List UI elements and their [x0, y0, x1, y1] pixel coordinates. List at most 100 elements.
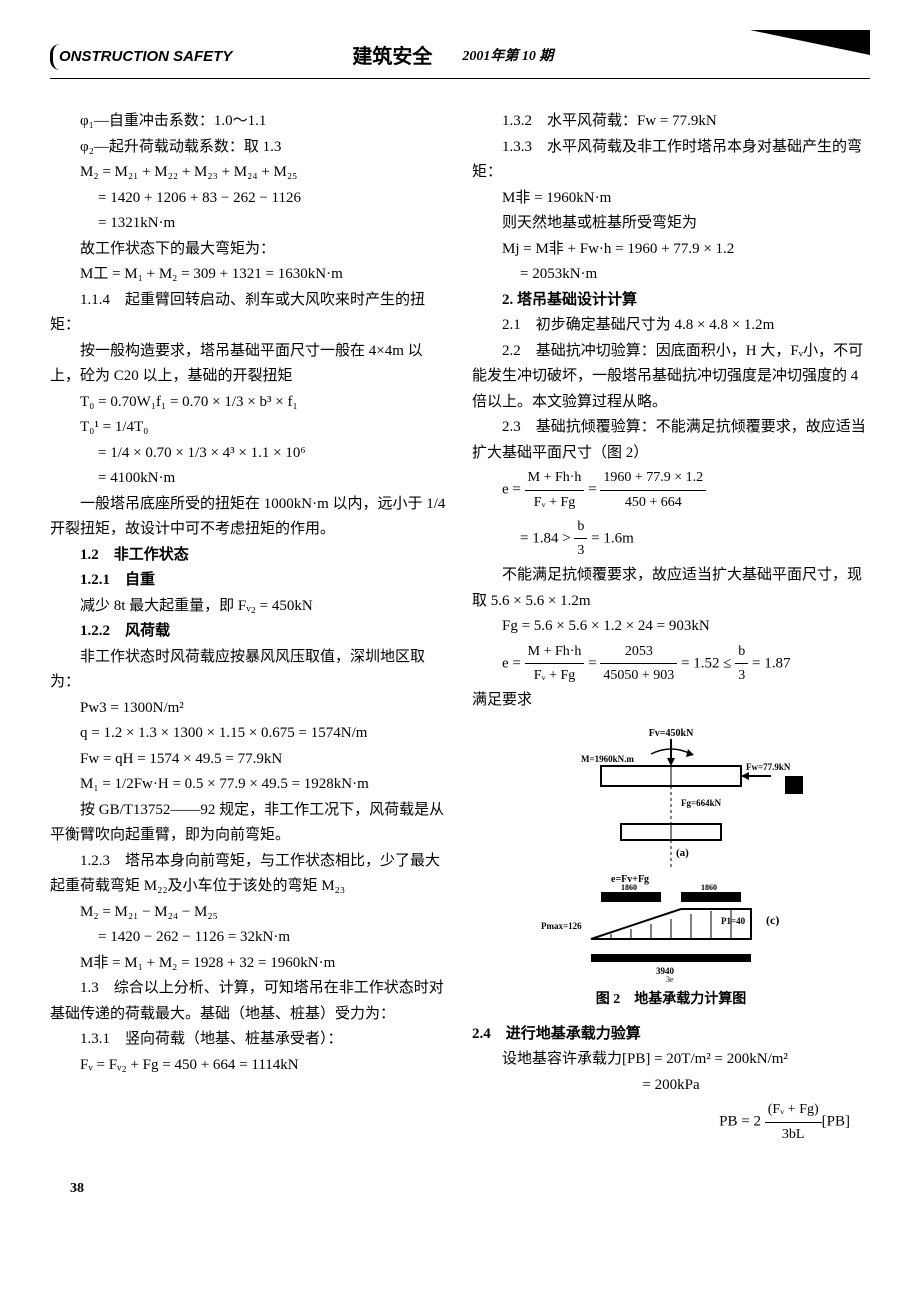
text-line: 设地基容许承载力[PB] = 20T/m² = 200kN/m²	[472, 1047, 870, 1073]
numerator: b	[735, 640, 748, 665]
fig-label: Fw=77.9kN	[746, 762, 791, 772]
fig-label: (a)	[676, 847, 689, 859]
text-line: 1.3 综合以上分析、计算，可知塔吊在非工作状态时对基础传递的荷载最大。基础（地…	[50, 976, 448, 1027]
formula: Fᵥ = Fᵥ₂ + Fg = 450 + 664 = 1114kN	[50, 1053, 448, 1079]
text-line: 减少 8t 最大起重量，即 Fᵥ₂ = 450kN	[50, 594, 448, 620]
figure-2: Fv=450kN M=1960kN.m Fw=77.9kN Fg=664kN (…	[472, 724, 870, 1012]
denominator: 450 + 664	[600, 491, 706, 515]
numerator: 2053	[600, 640, 677, 665]
eq-part: PB = 2	[719, 1114, 765, 1130]
eq-part: = 1.52 ≤	[677, 655, 735, 671]
formula: Fw = qH = 1574 × 49.5 = 77.9kN	[50, 747, 448, 773]
formula: = 1321kN·m	[50, 211, 448, 237]
fig-label: 3e	[666, 975, 674, 984]
page-number: 38	[50, 1177, 870, 1201]
text-line: φ₁—自重冲击系数：1.0～1.1	[50, 109, 448, 135]
formula: PB = 2 (Fᵥ + Fg)3bL[PB]	[472, 1098, 870, 1147]
header-journal: ONSTRUCTION SAFETY	[50, 44, 232, 70]
formula: M非 = 1960kN·m	[472, 186, 870, 212]
section-heading: 1.2.2 风荷载	[50, 619, 448, 645]
fraction: b3	[735, 640, 748, 689]
text-line: 1.3.2 水平风荷载：Fw = 77.9kN	[472, 109, 870, 135]
text-line: 1.3.1 竖向荷载（地基、桩基承受者）：	[50, 1027, 448, 1053]
formula: Pw3 = 1300N/m²	[50, 696, 448, 722]
fig-label: Fg=664kN	[681, 798, 722, 808]
formula: M₂ = M₂₁ + M₂₂ + M₂₃ + M₂₄ + M₂₅	[50, 160, 448, 186]
eq-part: = 1.84 >	[520, 530, 574, 546]
text-line: 故工作状态下的最大弯矩为：	[50, 237, 448, 263]
formula: Fg = 5.6 × 5.6 × 1.2 × 24 = 903kN	[472, 614, 870, 640]
fraction: M + Fh·hFᵥ + Fg	[525, 640, 585, 689]
formula: T₀ = 0.70W₁f₁ = 0.70 × 1/3 × b³ × f₁	[50, 390, 448, 416]
fraction: 1960 + 77.9 × 1.2450 + 664	[600, 466, 706, 515]
eq-part: [PB]	[822, 1114, 850, 1130]
section-heading: 2. 塔吊基础设计计算	[472, 288, 870, 314]
eq-part: =	[584, 655, 600, 671]
section-heading: 1.2 非工作状态	[50, 543, 448, 569]
denominator: Fᵥ + Fg	[525, 664, 585, 688]
text-line: 按 GB/T13752——92 规定，非工作工况下，风荷载是从平衡臂吹向起重臂，…	[50, 798, 448, 849]
fraction: M + Fh·hFᵥ + Fg	[525, 466, 585, 515]
fraction: 205345050 + 903	[600, 640, 677, 689]
denominator: Fᵥ + Fg	[525, 491, 585, 515]
fig-label: P1=40	[721, 916, 746, 926]
fig-label: 1860	[701, 883, 717, 892]
denominator: 45050 + 903	[600, 664, 677, 688]
fig-label: M=1960kN.m	[581, 754, 634, 764]
formula: q = 1.2 × 1.3 × 1300 × 1.15 × 0.675 = 15…	[50, 721, 448, 747]
numerator: 1960 + 77.9 × 1.2	[600, 466, 706, 491]
formula: T₀¹ = 1/4T₀	[50, 415, 448, 441]
header-issue: 2001年第 10 期	[462, 45, 553, 69]
text-line: 1.3.3 水平风荷载及非工作时塔吊本身对基础产生的弯矩：	[472, 135, 870, 186]
text-line: 2.1 初步确定基础尺寸为 4.8 × 4.8 × 1.2m	[472, 313, 870, 339]
formula: = 1420 − 262 − 1126 = 32kN·m	[50, 925, 448, 951]
numerator: M + Fh·h	[525, 640, 585, 665]
text-line: 2.2 基础抗冲切验算：因底面积小，H 大，Fᵥ小，不可能发生冲切破坏，一般塔吊…	[472, 339, 870, 416]
text-line: 1.1.4 起重臂回转启动、刹车或大风吹来时产生的扭矩：	[50, 288, 448, 339]
eq-part: =	[584, 482, 600, 498]
fraction: (Fᵥ + Fg)3bL	[765, 1098, 822, 1147]
section-heading: 1.2.1 自重	[50, 568, 448, 594]
formula: M工 = M₁ + M₂ = 309 + 1321 = 1630kN·m	[50, 262, 448, 288]
formula: e = M + Fh·hFᵥ + Fg = 1960 + 77.9 × 1.24…	[472, 466, 870, 515]
eq-part: = 1.87	[748, 655, 790, 671]
denominator: 3	[574, 539, 587, 563]
formula: Mj = M非 + Fw·h = 1960 + 77.9 × 1.2	[472, 237, 870, 263]
left-column: φ₁—自重冲击系数：1.0～1.1 φ₂—起升荷载动载系数：取 1.3 M₂ =…	[50, 109, 448, 1147]
eq-part: e =	[502, 482, 525, 498]
page-header: ONSTRUCTION SAFETY 建筑安全 2001年第 10 期	[50, 40, 870, 79]
text-line: 非工作状态时风荷载应按暴风风压取值，深圳地区取为：	[50, 645, 448, 696]
formula: = 1.84 > b3 = 1.6m	[472, 515, 870, 564]
diagram-svg: Fv=450kN M=1960kN.m Fw=77.9kN Fg=664kN (…	[521, 724, 821, 984]
section-heading: 2.4 进行地基承载力验算	[472, 1022, 870, 1048]
eq-part: e =	[502, 655, 525, 671]
text-line: φ₂—起升荷载动载系数：取 1.3	[50, 135, 448, 161]
formula: = 4100kN·m	[50, 466, 448, 492]
numerator: b	[574, 515, 587, 540]
fig-label: Fv=450kN	[649, 728, 694, 739]
numerator: (Fᵥ + Fg)	[765, 1098, 822, 1123]
formula: M₂ = M₂₁ − M₂₄ − M₂₅	[50, 900, 448, 926]
fig-label: Pmax=126	[541, 921, 582, 931]
formula: e = M + Fh·hFᵥ + Fg = 205345050 + 903 = …	[472, 640, 870, 689]
text-line: 1.2.3 塔吊本身向前弯矩，与工作状态相比，少了最大起重荷载弯矩 M₂₂及小车…	[50, 849, 448, 900]
formula: = 1420 + 1206 + 83 − 262 − 1126	[50, 186, 448, 212]
denominator: 3bL	[765, 1123, 822, 1147]
fig-label: 1860	[621, 883, 637, 892]
header-title: 建筑安全	[352, 40, 432, 74]
header-corner-decoration	[750, 30, 870, 55]
fraction: b3	[574, 515, 587, 564]
text-line: 则天然地基或桩基所受弯矩为	[472, 211, 870, 237]
text-line: 满足要求	[472, 688, 870, 714]
formula: = 1/4 × 0.70 × 1/3 × 4³ × 1.1 × 10⁶	[50, 441, 448, 467]
formula: M非 = M₁ + M₂ = 1928 + 32 = 1960kN·m	[50, 951, 448, 977]
denominator: 3	[735, 664, 748, 688]
figure-caption: 图 2 地基承载力计算图	[472, 988, 870, 1012]
formula: M₁ = 1/2Fw·H = 0.5 × 77.9 × 49.5 = 1928k…	[50, 772, 448, 798]
formula: = 2053kN·m	[472, 262, 870, 288]
text-line: 不能满足抗倾覆要求，故应适当扩大基础平面尺寸，现取 5.6 × 5.6 × 1.…	[472, 563, 870, 614]
fig-label: (c)	[766, 913, 779, 927]
text-line: 2.3 基础抗倾覆验算：不能满足抗倾覆要求，故应适当扩大基础平面尺寸（图 2）	[472, 415, 870, 466]
numerator: M + Fh·h	[525, 466, 585, 491]
right-column: 1.3.2 水平风荷载：Fw = 77.9kN 1.3.3 水平风荷载及非工作时…	[472, 109, 870, 1147]
